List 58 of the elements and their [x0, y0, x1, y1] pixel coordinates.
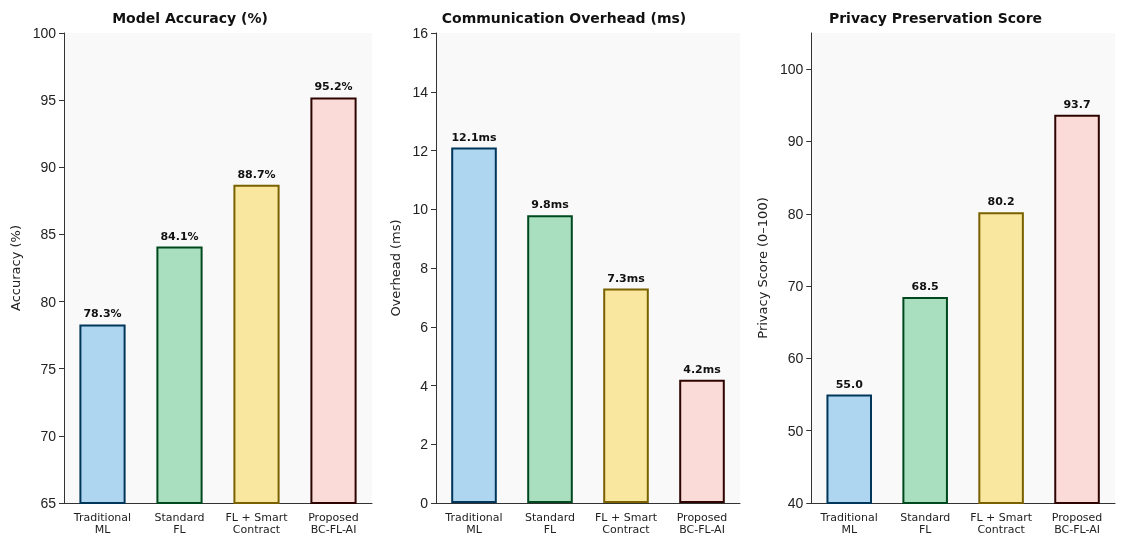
chart-title: Communication Overhead (ms)	[441, 10, 687, 26]
chart-title: Privacy Preservation Score	[828, 10, 1043, 26]
data-label: 88.7%	[237, 167, 276, 181]
bar	[451, 147, 497, 503]
chart-title: Model Accuracy (%)	[112, 10, 268, 26]
y-tick-label: 14	[412, 83, 429, 100]
y-axis-title: Accuracy (%)	[7, 225, 23, 311]
data-label: 55.0	[835, 377, 864, 391]
data-label: 12.1ms	[451, 130, 498, 144]
bar	[679, 379, 725, 503]
y-tick-label: 80	[787, 205, 804, 222]
y-tick-label: 16	[412, 25, 429, 41]
x-tick-label: FL + Smart Contract	[595, 510, 658, 536]
y-tick-label: 75	[40, 360, 57, 377]
y-tick-label: 95	[40, 92, 57, 109]
y-tick-label: 60	[787, 350, 804, 367]
y-tick-label: 80	[40, 293, 57, 310]
data-label: 95.2%	[314, 80, 353, 94]
y-tick-label: 70	[787, 278, 804, 295]
y-tick-label: 4	[420, 377, 429, 394]
y-axis-title: Overhead (ms)	[387, 219, 403, 317]
y-tick-label: 90	[787, 133, 804, 150]
y-tick-label: 100	[779, 61, 804, 78]
y-tick-label: 85	[40, 226, 57, 243]
data-label: 68.5	[911, 279, 939, 293]
data-label: 7.3ms	[607, 271, 646, 285]
x-tick-label: Standard FL	[524, 510, 576, 536]
data-label: 4.2ms	[683, 362, 722, 376]
x-tick-label: Proposed BC-FL-AI	[676, 510, 728, 536]
x-tick-label: FL + Smart Contract	[970, 510, 1033, 536]
y-tick-label: 70	[40, 427, 57, 444]
y-tick-label: 6	[420, 318, 429, 335]
y-tick-label: 100	[32, 25, 57, 41]
y-tick-label: 65	[40, 495, 57, 511]
y-tick-label: 12	[412, 142, 429, 159]
x-tick-label: Proposed BC-FL-AI	[1051, 510, 1103, 536]
data-label: 9.8ms	[531, 198, 570, 212]
x-tick-label: Traditional ML	[72, 510, 132, 536]
x-tick-label: Traditional ML	[444, 510, 503, 536]
x-tick-label: Proposed BC-FL-AI	[308, 510, 359, 536]
x-tick-label: Traditional ML	[819, 510, 878, 536]
y-tick-label: 50	[787, 422, 804, 439]
y-tick-label: 90	[40, 159, 57, 176]
data-label: 80.2	[987, 195, 1015, 209]
x-tick-label: Standard FL	[154, 510, 205, 536]
x-tick-label: FL + Smart Contract	[225, 510, 289, 536]
y-tick-label: 8	[420, 260, 429, 276]
y-tick-label: 2	[420, 436, 429, 453]
data-label: 93.7	[1063, 97, 1091, 111]
data-label: 78.3%	[83, 307, 122, 321]
y-tick-label: 40	[787, 495, 804, 511]
bar	[527, 215, 573, 503]
y-axis-title: Privacy Score (0–100)	[755, 197, 770, 339]
y-tick-label: 0	[420, 495, 429, 511]
data-label: 84.1%	[160, 229, 199, 243]
y-tick-label: 10	[412, 201, 429, 218]
bar	[603, 288, 649, 503]
x-tick-label: Standard FL	[900, 510, 951, 536]
